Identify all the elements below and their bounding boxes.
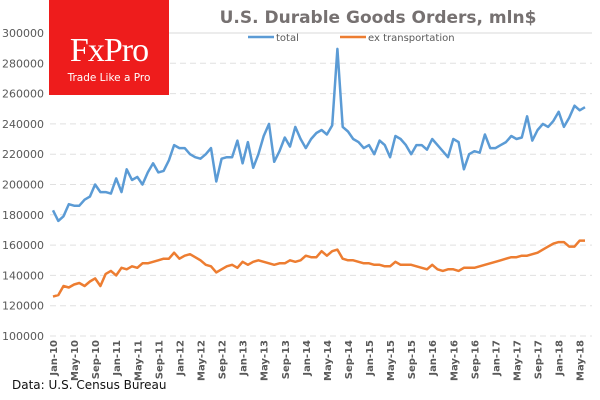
- x-tick-label: Jan-13: [239, 340, 250, 377]
- y-tick-label: 260000: [2, 88, 44, 101]
- x-tick-label: Sep-12: [218, 340, 229, 379]
- x-tick-label: May-11: [133, 340, 144, 381]
- x-tick-label: Jan-11: [112, 340, 123, 377]
- x-tick-label: May-10: [70, 340, 81, 381]
- x-tick-label: May-12: [196, 340, 207, 381]
- y-tick-label: 300000: [2, 27, 44, 40]
- x-tick-label: Jan-17: [491, 340, 502, 377]
- x-tick-label: Sep-10: [91, 340, 102, 379]
- x-tick-label: May-17: [513, 340, 524, 381]
- x-tick-label: Sep-14: [344, 340, 355, 379]
- y-tick-label: 100000: [2, 330, 44, 343]
- x-tick-label: Jan-12: [175, 340, 186, 377]
- x-tick-label: Jan-18: [555, 340, 566, 377]
- y-tick-label: 280000: [2, 57, 44, 70]
- y-tick-label: 140000: [2, 269, 44, 282]
- grid-lines: [50, 62, 592, 337]
- x-tick-label: Sep-13: [281, 340, 292, 379]
- x-tick-label: May-13: [260, 340, 271, 381]
- x-tick-label: Sep-16: [470, 340, 481, 379]
- y-tick-label: 160000: [2, 239, 44, 252]
- series-lines: [51, 47, 586, 298]
- y-tick-label: 200000: [2, 179, 44, 192]
- x-tick-label: Jan-15: [365, 340, 376, 377]
- x-tick-label: May-18: [576, 340, 587, 381]
- x-tick-label: May-14: [323, 340, 334, 381]
- logo-tagline: Trade Like a Pro: [67, 72, 151, 84]
- x-tick-label: Jan-14: [302, 340, 313, 377]
- series-line-total: [51, 47, 586, 223]
- y-tick-label: 120000: [2, 300, 44, 313]
- logo-brand: FxPro: [69, 32, 149, 69]
- x-axis-ticks: Jan-10 May-10 Sep-10 Jan-11 May-11 Sep-11 Jan-…: [49, 340, 587, 381]
- y-axis-ticks: 100000 120000 140000 160000 180000 200000 2200…: [2, 27, 44, 343]
- legend: total ex transportation: [248, 33, 455, 44]
- legend-label: ex transportation: [368, 33, 455, 44]
- fxpro-logo: FxPro Trade Like a Pro: [49, 0, 169, 95]
- legend-label: total: [276, 33, 299, 44]
- data-source: Data: U.S. Census Bureau: [12, 378, 167, 392]
- y-tick-label: 220000: [2, 148, 44, 161]
- chart-title: U.S. Durable Goods Orders, mln$: [220, 8, 537, 28]
- series-line-ex-transportation: [52, 239, 585, 298]
- y-tick-label: 240000: [2, 118, 44, 131]
- y-tick-label: 180000: [2, 209, 44, 222]
- x-tick-label: Jan-16: [428, 340, 439, 377]
- x-tick-label: Sep-17: [534, 340, 545, 379]
- x-tick-label: Jan-10: [49, 340, 60, 377]
- x-tick-label: May-15: [386, 340, 397, 381]
- x-tick-label: May-16: [449, 340, 460, 381]
- x-tick-label: Sep-15: [407, 340, 418, 379]
- x-tick-label: Sep-11: [154, 340, 165, 379]
